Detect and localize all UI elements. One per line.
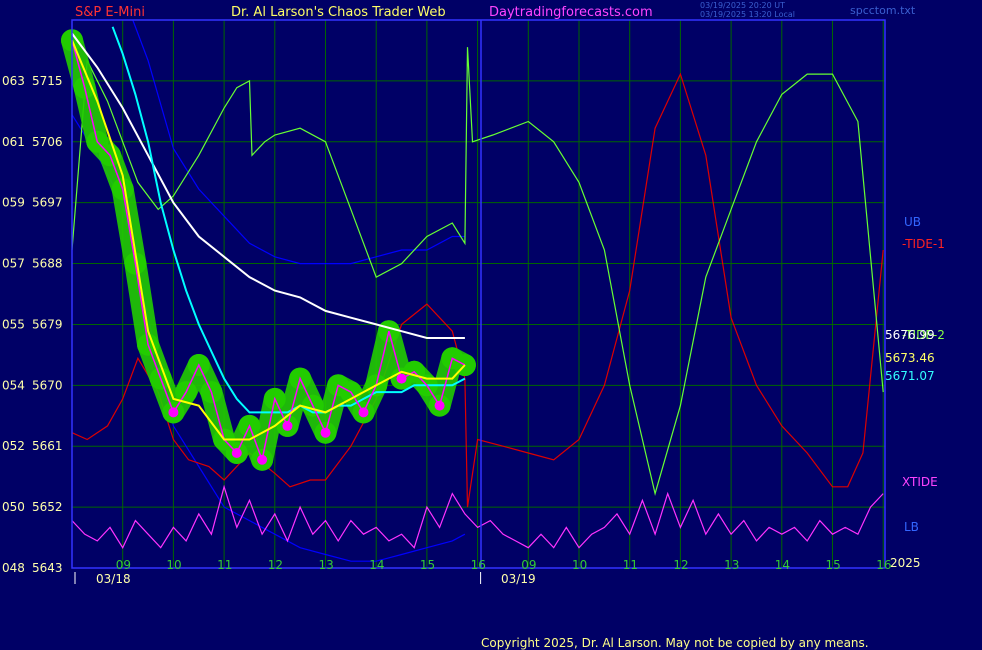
x-tick-label: 14	[775, 558, 790, 572]
y-tick-left: 063	[2, 74, 25, 88]
y-tick-price: 5670	[32, 378, 63, 392]
low-markers	[168, 373, 445, 465]
plot-border	[71, 19, 886, 569]
x-tick-label: 16	[876, 558, 891, 572]
site-url-link[interactable]: Daytradingforecasts.com	[489, 5, 653, 20]
xtide-line	[71, 484, 884, 549]
x-tick-label: 15	[420, 558, 435, 572]
plot-frame	[71, 19, 886, 569]
symbol-title: S&P E-Mini	[75, 5, 145, 20]
y-tick-price: 5706	[32, 135, 63, 149]
y-tick-left: 048	[2, 561, 25, 575]
legend-xtide: XTIDE	[902, 475, 938, 489]
x-tick-label: 10	[572, 558, 587, 572]
low-marker	[434, 400, 445, 411]
y-tick-price: 5661	[32, 439, 63, 453]
low-marker	[168, 407, 179, 418]
x-tick-label: 09	[116, 558, 131, 572]
low-marker	[231, 447, 242, 458]
y-tick-price: 5715	[32, 74, 63, 88]
x-tick-label: 16	[471, 558, 486, 572]
y-tick-price: 5688	[32, 257, 63, 271]
x-tick-label: 11	[623, 558, 638, 572]
y-tick-left: 059	[2, 196, 25, 210]
data-file-name: spcctom.txt	[850, 4, 916, 17]
y-tick-price: 5652	[32, 500, 63, 514]
x-tick-label: 14	[369, 558, 384, 572]
y-tick-price: 5679	[32, 317, 63, 331]
y-tick-left: 057	[2, 257, 25, 271]
x-tick-label: 15	[826, 558, 841, 572]
tide2-line	[71, 47, 884, 496]
series-lines	[71, 26, 466, 463]
x-tick-label: 12	[673, 558, 688, 572]
legend-tide1: -TIDE-1	[902, 237, 945, 251]
copyright-notice: Copyright 2025, Dr. Al Larson. May not b…	[481, 636, 869, 650]
grid	[72, 20, 885, 569]
timestamp-ut: 03/19/2025 20:20 UT	[700, 1, 785, 10]
low-marker	[320, 427, 331, 438]
y-tick-price: 5643	[32, 561, 63, 575]
y-tick-left: 061	[2, 135, 25, 149]
short-ma-line	[71, 39, 466, 441]
low-marker	[358, 407, 369, 418]
y-tick-left: 050	[2, 500, 25, 514]
y-tick-left: 052	[2, 439, 25, 453]
x-tick-label: 13	[319, 558, 334, 572]
low-marker	[257, 454, 268, 465]
x-tick-label: 12	[268, 558, 283, 572]
readout-long-ma: 5676.99	[885, 328, 935, 342]
x-tick-label: 09	[521, 558, 536, 572]
date-label-2: 03/19	[501, 572, 536, 586]
upper-band-line	[132, 19, 465, 265]
readout-medium-ma: 5671.07	[885, 369, 935, 383]
readout-short-ma: 5673.46	[885, 351, 935, 365]
long-ma-line	[71, 32, 465, 339]
low-marker	[282, 420, 293, 431]
low-marker	[396, 373, 407, 384]
x-tick-label: 11	[217, 558, 232, 572]
x-tick-label: 10	[166, 558, 181, 572]
year-label: 2025	[890, 556, 921, 570]
date-label-1: 03/18	[96, 572, 131, 586]
legend-lb: LB	[904, 520, 919, 534]
y-tick-price: 5697	[32, 196, 63, 210]
x-tick-label: 13	[724, 558, 739, 572]
site-title: Dr. Al Larson's Chaos Trader Web	[231, 5, 446, 20]
y-tick-left: 054	[2, 378, 25, 392]
medium-ma-line	[111, 26, 466, 414]
legend-tide2: -TIDE-2	[902, 328, 945, 342]
axis-labels: 063 5715 061 5706 059 5697 057 5688 055 5679 054 56…	[2, 74, 891, 584]
y-tick-left: 055	[2, 317, 25, 331]
timestamp-local: 03/19/2025 13:20 Local	[700, 10, 795, 19]
legend-ub: UB	[904, 215, 921, 229]
